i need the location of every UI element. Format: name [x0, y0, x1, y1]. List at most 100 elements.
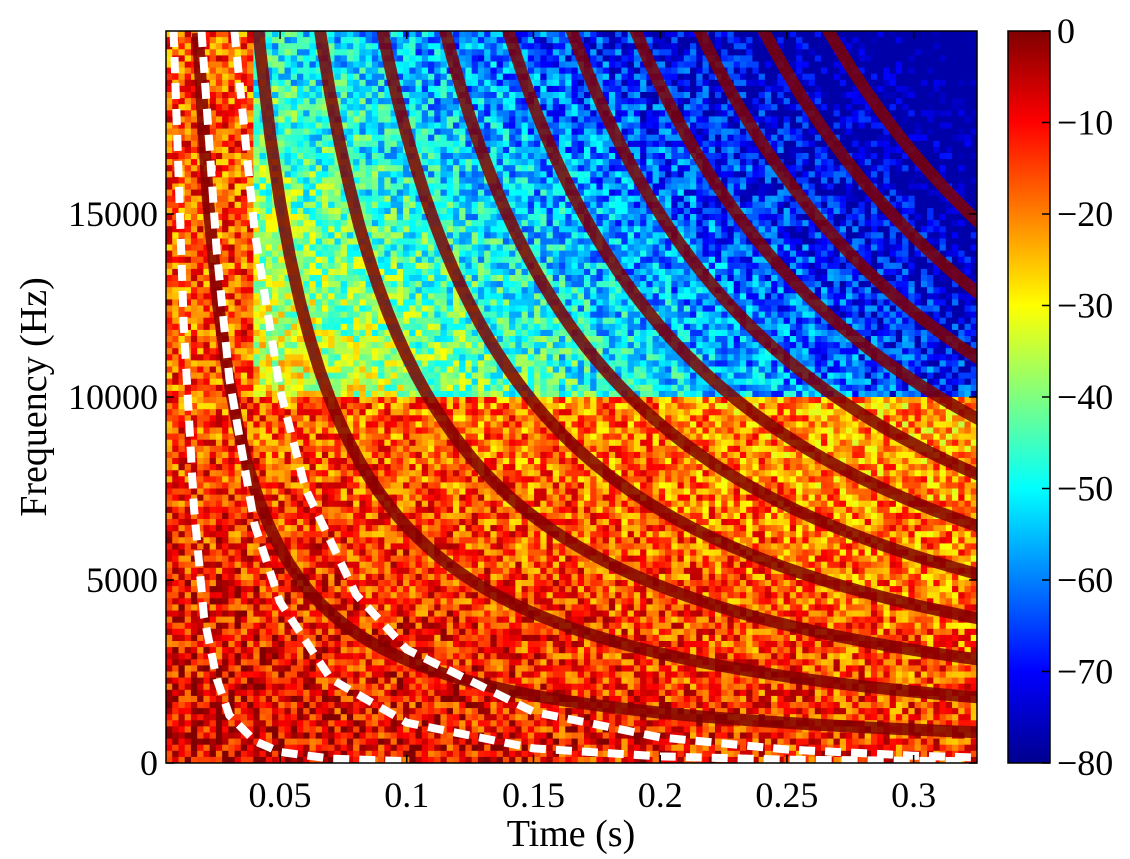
spectrogram-cell	[253, 653, 261, 660]
spectrogram-cell	[353, 348, 360, 355]
spectrogram-cell	[178, 622, 186, 630]
spectrogram-cell	[321, 360, 329, 368]
spectrogram-cell	[215, 561, 223, 569]
spectrogram-cell	[259, 177, 267, 185]
spectrogram-cell	[328, 671, 336, 679]
spectrogram-cell	[215, 519, 223, 526]
spectrogram-cell	[396, 525, 404, 532]
spectrogram-cell	[309, 238, 317, 246]
spectrogram-cell	[259, 604, 267, 612]
spectrogram-cell	[334, 708, 342, 715]
spectrogram-cell	[215, 415, 223, 422]
spectrogram-cell	[172, 506, 180, 514]
spectrogram-cell	[203, 336, 211, 343]
spectrogram-cell	[197, 464, 205, 471]
spectrogram-cell	[409, 695, 417, 703]
spectrogram-cell	[253, 403, 261, 410]
spectrogram-cell	[272, 232, 279, 239]
spectrogram-cell	[297, 482, 304, 490]
spectrogram-cell	[353, 488, 360, 496]
spectrogram-cell	[409, 708, 417, 715]
spectrogram-cell	[259, 586, 267, 593]
spectrogram-cell	[303, 439, 311, 447]
spectrogram-cell	[197, 397, 205, 404]
spectrogram-cell	[190, 659, 198, 666]
spectrogram-cell	[209, 470, 217, 477]
spectrogram-cell	[222, 653, 229, 660]
spectrogram-cell	[209, 488, 217, 496]
spectrogram-cell	[234, 659, 242, 666]
spectrogram-cell	[197, 525, 205, 532]
spectrogram-cell	[253, 622, 261, 630]
spectrogram-cell	[253, 275, 261, 282]
spectrogram-cell	[184, 756, 192, 763]
spectrogram-cell	[240, 98, 248, 105]
spectrogram-cell	[384, 403, 392, 410]
spectrogram-cell	[228, 140, 236, 148]
spectrogram-cell	[409, 311, 417, 319]
spectrogram-cell	[253, 317, 261, 325]
spectrogram-cell	[328, 348, 336, 355]
spectrogram-cell	[297, 177, 304, 185]
spectrogram-cell	[203, 512, 211, 520]
spectrogram-cell	[259, 567, 267, 575]
spectrogram-cell	[247, 177, 254, 185]
spectrogram-cell	[253, 451, 261, 459]
spectrogram-cell	[409, 488, 417, 496]
spectrogram-cell	[222, 214, 229, 221]
spectrogram-cell	[359, 79, 367, 87]
spectrogram-cell	[166, 573, 173, 581]
spectrogram-cell	[390, 488, 398, 496]
spectrogram-cell	[415, 610, 423, 618]
spectrogram-cell	[265, 458, 273, 465]
spectrogram-cell	[203, 445, 211, 453]
spectrogram-cell	[190, 92, 198, 99]
spectrogram-cell	[297, 244, 304, 252]
spectrogram-cell	[403, 543, 410, 551]
spectrogram-cell	[365, 647, 373, 654]
spectrogram-cell	[228, 226, 236, 233]
spectrogram-cell	[253, 665, 261, 673]
spectrogram-cell	[166, 268, 173, 276]
spectrogram-cell	[297, 543, 304, 551]
spectrogram-cell	[365, 519, 373, 526]
spectrogram-cell	[190, 104, 198, 111]
spectrogram-cell	[234, 580, 242, 587]
spectrogram-cell	[178, 695, 186, 703]
spectrogram-cell	[359, 519, 367, 526]
spectrogram-cell	[215, 702, 223, 709]
spectrogram-cell	[396, 708, 404, 715]
spectrogram-cell	[297, 226, 304, 233]
spectrogram-cell	[409, 226, 417, 233]
spectrogram-cell	[297, 397, 304, 404]
spectrogram-cell	[378, 79, 385, 87]
spectrogram-cell	[178, 140, 186, 148]
spectrogram-cell	[340, 403, 348, 410]
spectrogram-cell	[222, 482, 229, 490]
spectrogram-cell	[371, 500, 379, 508]
spectrogram-cell	[421, 342, 429, 349]
spectrogram-cell	[197, 317, 205, 325]
spectrogram-cell	[272, 555, 279, 563]
spectrogram-cell	[403, 695, 410, 703]
spectrogram-cell	[172, 372, 180, 380]
spectrogram-cell	[403, 628, 410, 636]
spectrogram-cell	[278, 134, 286, 142]
spectrogram-cell	[203, 622, 211, 630]
spectrogram-cell	[303, 738, 311, 746]
spectrogram-cell	[340, 110, 348, 117]
spectrogram-cell	[259, 622, 267, 630]
spectrogram-cell	[215, 671, 223, 679]
spectrogram-cell	[403, 634, 410, 642]
spectrogram-cell	[334, 598, 342, 605]
spectrogram-cell	[290, 647, 298, 654]
spectrogram-cell	[353, 659, 360, 666]
spectrogram-cell	[190, 311, 198, 319]
spectrogram-cell	[365, 67, 373, 75]
spectrogram-cell	[228, 732, 236, 740]
spectrogram-cell	[346, 403, 354, 410]
spectrogram-cell	[303, 98, 311, 105]
spectrogram-cell	[396, 79, 404, 87]
spectrogram-cell	[396, 561, 404, 569]
spectrogram-cell	[365, 275, 373, 282]
